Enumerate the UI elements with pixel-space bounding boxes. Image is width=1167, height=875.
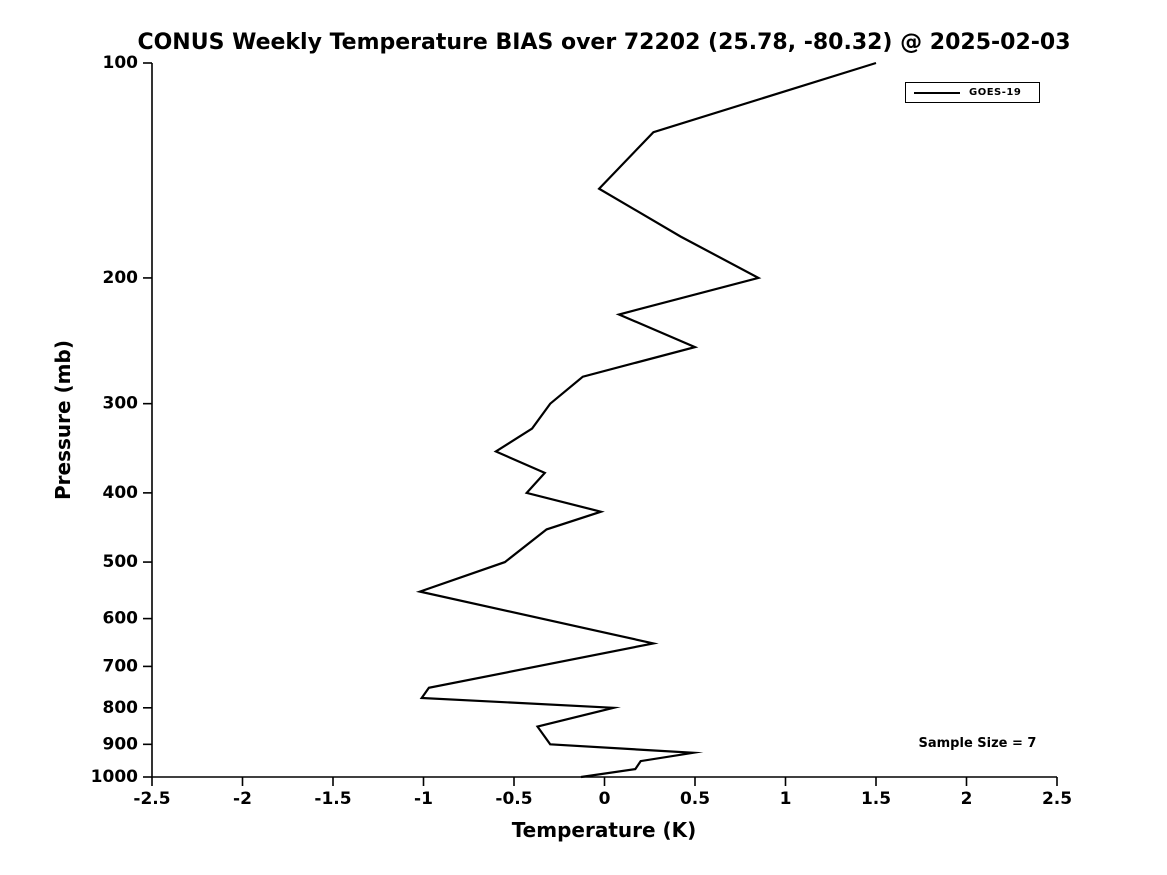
y-tick-label: 1000 — [91, 767, 138, 787]
x-tick-label: -2.5 — [133, 789, 170, 809]
y-tick-label: 900 — [103, 734, 139, 754]
x-tick-label: 1.5 — [861, 789, 891, 809]
x-tick-label: 0.5 — [680, 789, 710, 809]
x-tick-label: -0.5 — [495, 789, 532, 809]
y-tick-label: 600 — [103, 609, 139, 629]
x-tick-label: 2 — [961, 789, 973, 809]
y-tick-label: 100 — [103, 53, 139, 73]
x-tick-label: -1.5 — [314, 789, 351, 809]
y-tick-label: 700 — [103, 656, 139, 676]
legend: GOES-19 — [905, 82, 1040, 103]
x-tick-label: -1 — [414, 789, 433, 809]
legend-label: GOES-19 — [969, 87, 1022, 98]
sample-size-annotation: Sample Size = 7 — [918, 736, 1037, 751]
x-tick-label: 0 — [599, 789, 611, 809]
chart-title: CONUS Weekly Temperature BIAS over 72202… — [137, 30, 1071, 55]
y-tick-label: 800 — [103, 698, 139, 718]
data-line-goes-19 — [415, 61, 877, 779]
y-tick-label: 400 — [103, 483, 139, 503]
y-tick-label: 300 — [103, 394, 139, 414]
y-tick-label: 500 — [103, 552, 139, 572]
x-tick-label: 2.5 — [1042, 789, 1072, 809]
x-tick-label: -2 — [233, 789, 252, 809]
legend-line-sample — [914, 91, 960, 94]
x-tick-label: 1 — [780, 789, 792, 809]
y-tick-label: 200 — [103, 268, 139, 288]
x-axis-label: Temperature (K) — [511, 818, 697, 842]
